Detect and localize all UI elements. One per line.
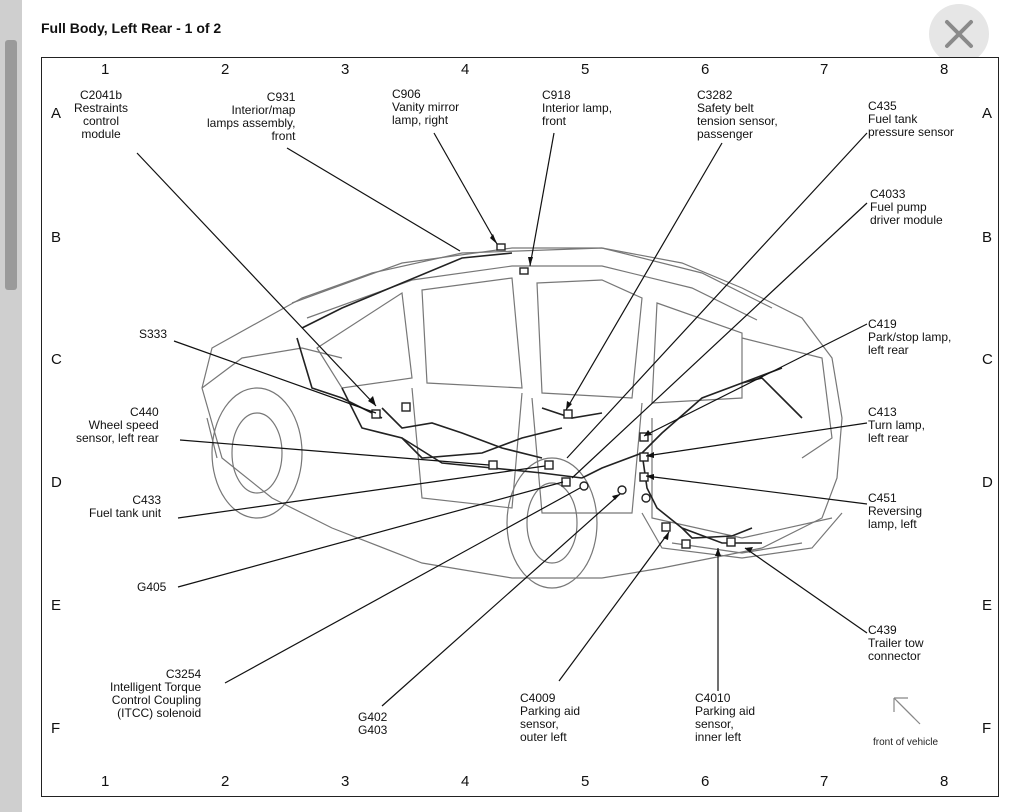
callout-c440: C440 Wheel speed sensor, left rear: [76, 405, 159, 445]
vehicle-illustration: [136, 132, 921, 725]
callout-c906: C906 Vanity mirror lamp, right: [392, 87, 460, 127]
scrollbar-thumb[interactable]: [5, 40, 17, 290]
front-arrow-icon: [893, 697, 921, 725]
column-label: 6: [701, 61, 710, 78]
row-label: F: [51, 720, 61, 737]
column-label: 1: [101, 773, 110, 790]
column-label: 3: [341, 61, 350, 78]
callout-c439: C439 Trailer tow connector: [868, 623, 924, 663]
column-label: 7: [820, 773, 829, 790]
callout-c433: C433 Fuel tank unit: [89, 493, 162, 520]
wiring-diagram: 1 2 3 4 5 6 7 8 1 2 3 4 5 6 7 8 A B C D …: [41, 57, 999, 797]
callout-c435: C435 Fuel tank pressure sensor: [868, 99, 955, 139]
callout-c4009: C4009 Parking aid sensor, outer left: [520, 691, 581, 744]
close-button[interactable]: [929, 4, 989, 64]
column-label: 5: [581, 61, 590, 78]
column-label: 3: [341, 773, 350, 790]
row-label: B: [51, 229, 62, 246]
callout-c4010: C4010 Parking aid sensor, inner left: [695, 691, 756, 744]
callout-c4033: C4033 Fuel pump driver module: [870, 187, 943, 227]
column-label: 5: [581, 773, 590, 790]
callout-s333: S333: [139, 327, 168, 341]
callout-c419: C419 Park/stop lamp, left rear: [868, 317, 952, 357]
column-label: 2: [221, 773, 230, 790]
row-label: C: [51, 351, 62, 368]
row-label: D: [51, 474, 62, 491]
row-label: E: [982, 597, 993, 614]
callout-c451: C451 Reversing lamp, left: [868, 491, 923, 531]
column-label: 2: [221, 61, 230, 78]
column-label: 8: [940, 61, 949, 78]
callout-c413: C413 Turn lamp, left rear: [868, 405, 925, 445]
column-label: 4: [461, 773, 470, 790]
callout-c3254: C3254 Intelligent Torque Control Couplin…: [110, 667, 202, 720]
close-icon: [945, 20, 973, 48]
callout-g405: G405: [137, 580, 167, 594]
row-label: D: [982, 474, 993, 491]
row-label: F: [982, 720, 992, 737]
callout-c2041b: C2041b Restraints control module: [74, 88, 129, 141]
column-label: 8: [940, 773, 949, 790]
callout-c931: C931 Interior/map lamps assembly, front: [207, 90, 296, 143]
column-label: 7: [820, 61, 829, 78]
callout-c3282: C3282 Safety belt tension sensor, passen…: [697, 88, 778, 141]
column-label: 6: [701, 773, 710, 790]
row-label: B: [982, 229, 993, 246]
row-label: C: [982, 351, 993, 368]
callout-c918: C918 Interior lamp, front: [542, 88, 613, 128]
front-of-vehicle-label: front of vehicle: [873, 737, 939, 748]
column-label: 4: [461, 61, 470, 78]
callout-g402-g403: G402 G403: [358, 710, 388, 737]
row-label: A: [982, 105, 993, 122]
row-label: A: [51, 105, 62, 122]
scrollbar[interactable]: [0, 0, 22, 812]
page-title: Full Body, Left Rear - 1 of 2: [41, 20, 222, 36]
column-label: 1: [101, 61, 110, 78]
row-label: E: [51, 597, 62, 614]
